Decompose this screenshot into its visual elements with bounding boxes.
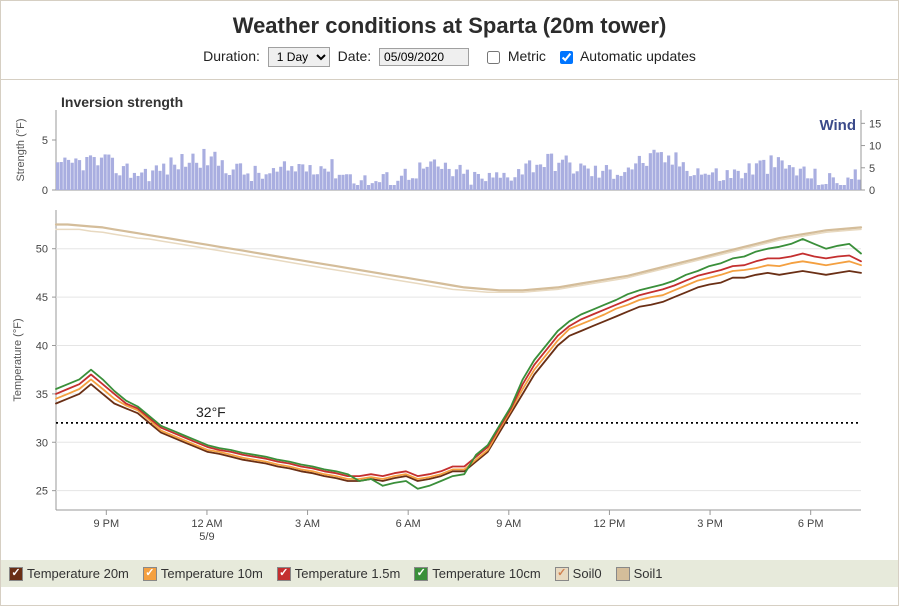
auto-label: Automatic updates bbox=[580, 48, 696, 64]
svg-text:30: 30 bbox=[36, 437, 48, 449]
svg-text:50: 50 bbox=[36, 244, 48, 256]
legend-checkbox-icon: ✓ bbox=[277, 567, 291, 581]
legend-label: Soil1 bbox=[634, 566, 663, 581]
svg-text:Wind: Wind bbox=[819, 117, 856, 134]
legend-item[interactable]: ✓ Soil0 bbox=[555, 566, 602, 581]
svg-text:0: 0 bbox=[42, 185, 48, 197]
svg-text:6 PM: 6 PM bbox=[798, 518, 824, 530]
legend-checkbox-icon: ✓ bbox=[555, 567, 569, 581]
legend-checkbox-icon: ✓ bbox=[616, 567, 630, 581]
legend-label: Temperature 20m bbox=[27, 566, 129, 581]
legend-item[interactable]: ✓ Temperature 10cm bbox=[414, 566, 540, 581]
legend-label: Temperature 1.5m bbox=[295, 566, 401, 581]
svg-text:5/9: 5/9 bbox=[199, 531, 214, 542]
legend-item[interactable]: ✓ Temperature 20m bbox=[9, 566, 129, 581]
svg-text:32°F: 32°F bbox=[196, 404, 226, 420]
svg-text:Temperature (°F): Temperature (°F) bbox=[12, 318, 24, 401]
svg-text:9 PM: 9 PM bbox=[93, 518, 119, 530]
svg-text:15: 15 bbox=[869, 118, 881, 130]
legend-item[interactable]: ✓ Temperature 1.5m bbox=[277, 566, 401, 581]
legend-label: Temperature 10cm bbox=[432, 566, 540, 581]
page-title: Weather conditions at Sparta (20m tower) bbox=[1, 1, 898, 47]
auto-checkbox[interactable] bbox=[560, 51, 573, 64]
duration-select[interactable]: 1 Day bbox=[268, 47, 330, 67]
legend-label: Soil0 bbox=[573, 566, 602, 581]
legend-label: Temperature 10m bbox=[161, 566, 263, 581]
legend-checkbox-icon: ✓ bbox=[414, 567, 428, 581]
svg-text:45: 45 bbox=[36, 292, 48, 304]
svg-text:6 AM: 6 AM bbox=[396, 518, 421, 530]
svg-text:0: 0 bbox=[869, 185, 875, 197]
svg-text:9 AM: 9 AM bbox=[496, 518, 521, 530]
duration-label: Duration: bbox=[203, 48, 260, 64]
metric-checkbox[interactable] bbox=[487, 51, 500, 64]
legend-item[interactable]: ✓ Soil1 bbox=[616, 566, 663, 581]
controls-row: Duration: 1 Day Date: Metric Automatic u… bbox=[1, 47, 898, 79]
svg-text:3 AM: 3 AM bbox=[295, 518, 320, 530]
svg-text:35: 35 bbox=[36, 389, 48, 401]
legend: ✓ Temperature 20m ✓ Temperature 10m ✓ Tempera… bbox=[1, 560, 898, 587]
svg-text:12 AM: 12 AM bbox=[191, 518, 222, 530]
svg-text:25: 25 bbox=[36, 486, 48, 498]
svg-text:40: 40 bbox=[36, 340, 48, 352]
svg-text:10: 10 bbox=[869, 141, 881, 153]
chart-area: 05051015Inversion strengthWindStrength (… bbox=[1, 80, 898, 560]
chart-svg: 05051015Inversion strengthWindStrength (… bbox=[1, 80, 898, 542]
metric-label: Metric bbox=[508, 48, 546, 64]
legend-checkbox-icon: ✓ bbox=[143, 567, 157, 581]
date-label: Date: bbox=[338, 48, 371, 64]
svg-text:5: 5 bbox=[42, 135, 48, 147]
legend-checkbox-icon: ✓ bbox=[9, 567, 23, 581]
svg-text:12 PM: 12 PM bbox=[594, 518, 626, 530]
svg-text:5: 5 bbox=[869, 163, 875, 175]
svg-text:Strength (°F): Strength (°F) bbox=[15, 118, 27, 181]
svg-text:3 PM: 3 PM bbox=[697, 518, 723, 530]
page-container: Weather conditions at Sparta (20m tower)… bbox=[0, 0, 899, 606]
svg-text:Inversion strength: Inversion strength bbox=[61, 94, 183, 110]
legend-item[interactable]: ✓ Temperature 10m bbox=[143, 566, 263, 581]
date-input[interactable] bbox=[379, 48, 469, 66]
